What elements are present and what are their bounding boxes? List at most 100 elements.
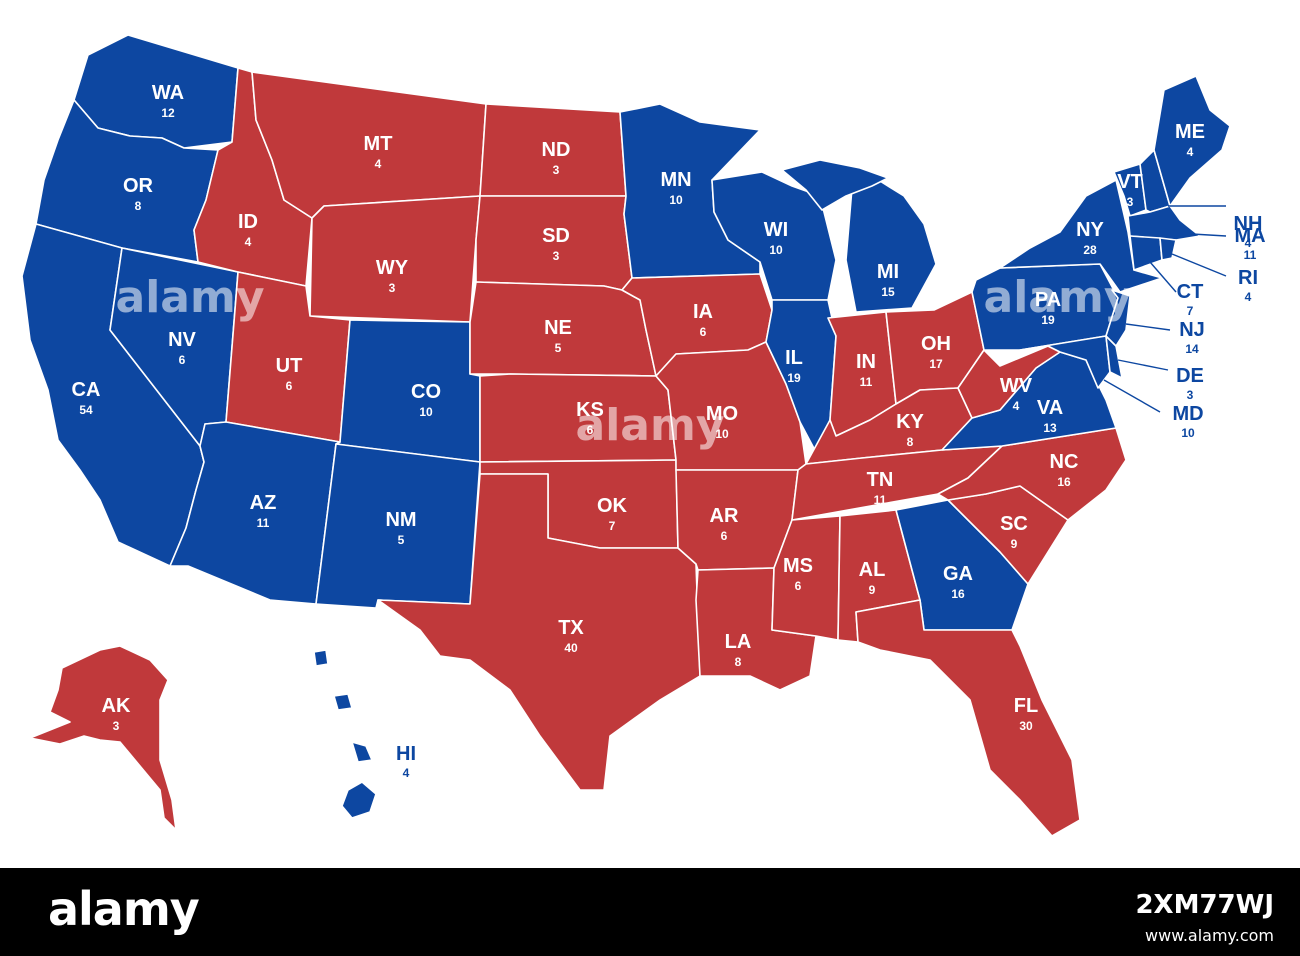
label-NJ-votes: 14 [1185,342,1199,356]
site-url[interactable]: www.alamy.com [1145,926,1274,945]
label-ND-abbr: ND [542,139,571,161]
label-ND-votes: 3 [553,163,560,177]
state-MI[interactable] [845,175,937,313]
label-HI-abbr: HI [396,743,416,765]
leader-RI [1171,253,1227,277]
state-HI-big[interactable] [341,781,377,819]
label-NY-votes: 28 [1083,243,1097,257]
state-FL[interactable] [855,599,1081,837]
label-IA-votes: 6 [700,325,707,339]
label-NJ-abbr: NJ [1179,319,1205,341]
label-AL-votes: 9 [869,583,876,597]
label-GA-votes: 16 [951,587,965,601]
label-DE-votes: 3 [1187,388,1194,402]
state-MI-UP[interactable] [781,159,889,211]
label-WY-votes: 3 [389,281,396,295]
state-HI-kauai[interactable] [313,649,329,667]
label-PA-abbr: PA [1035,289,1061,311]
label-SC-votes: 9 [1011,537,1018,551]
label-VT-abbr: VT [1117,171,1143,193]
label-IL-abbr: IL [785,347,803,369]
label-NC-abbr: NC [1050,451,1079,473]
label-RI-votes: 4 [1245,290,1252,304]
label-SC-abbr: SC [1000,513,1028,535]
label-WA-abbr: WA [152,82,184,104]
label-NV-abbr: NV [168,329,196,351]
label-KS-abbr: KS [576,399,604,421]
watermark-center: alamy [576,400,725,451]
label-AZ-abbr: AZ [250,492,277,514]
label-ID-abbr: ID [238,211,258,233]
state-HI-oahu[interactable] [333,693,353,711]
label-MO-votes: 10 [715,427,729,441]
state-VT[interactable] [1113,163,1147,217]
label-MN-abbr: MN [660,169,691,191]
label-WV-abbr: WV [1000,375,1033,397]
label-WI-abbr: WI [764,219,788,241]
image-id: 2XM77WJ [1135,890,1274,920]
label-LA-abbr: LA [725,631,752,653]
state-RI[interactable] [1159,237,1177,261]
leader-DE [1117,359,1169,371]
label-MS-votes: 6 [795,579,802,593]
label-WI-votes: 10 [769,243,783,257]
label-IN-votes: 11 [860,375,873,389]
label-HI-votes: 4 [403,766,410,780]
label-OH-votes: 17 [929,357,943,371]
label-VA-votes: 13 [1043,421,1057,435]
label-ID-votes: 4 [245,235,252,249]
us-electoral-map: WA 12 OR 8 CA 54 NV 6 ID 4 MT 4 WY 3 UT … [21,34,1266,837]
state-HI-maui[interactable] [351,741,373,763]
label-OR-votes: 8 [135,199,142,213]
label-UT-abbr: UT [276,355,303,377]
label-DE-abbr: DE [1176,365,1204,387]
label-UT-votes: 6 [286,379,293,393]
label-PA-votes: 19 [1041,313,1055,327]
label-MT-abbr: MT [364,133,393,155]
label-TN-abbr: TN [867,469,894,491]
label-FL-abbr: FL [1014,695,1038,717]
state-NJ[interactable] [1105,289,1131,347]
label-NH-votes: 4 [1245,236,1252,250]
label-AK-abbr: AK [102,695,131,717]
state-NY[interactable] [999,179,1163,293]
label-NH-abbr: NH [1234,213,1263,235]
label-AL-abbr: AL [859,559,886,581]
label-AK-votes: 3 [113,719,120,733]
label-CO-votes: 10 [419,405,433,419]
label-MT-votes: 4 [375,157,382,171]
label-KY-votes: 8 [907,435,914,449]
label-CO-abbr: CO [411,381,441,403]
label-ME-abbr: ME [1175,121,1205,143]
state-AK[interactable] [29,645,177,831]
label-CT-votes: 7 [1187,304,1194,318]
state-TX[interactable] [377,473,701,791]
watermark-right: alamy [984,272,1133,323]
label-NM-abbr: NM [385,509,416,531]
label-WV-votes: 4 [1013,399,1020,413]
leader-CT [1149,261,1177,293]
label-MI-votes: 15 [881,285,895,299]
label-OH-abbr: OH [921,333,951,355]
label-MS-abbr: MS [783,555,813,577]
brand-logo: alamy [48,882,200,936]
label-GA-abbr: GA [943,563,973,585]
label-SD-votes: 3 [553,249,560,263]
label-NV-votes: 6 [179,353,186,367]
label-OK-abbr: OK [597,495,628,517]
state-NC[interactable] [937,427,1127,521]
state-ME[interactable] [1153,75,1231,207]
label-VT-votes: 3 [1127,195,1134,209]
label-IL-votes: 19 [787,371,801,385]
leader-NJ [1125,323,1171,331]
label-FL-votes: 30 [1019,719,1033,733]
label-MA-abbr: MA [1234,225,1265,247]
state-CO[interactable] [335,319,481,463]
label-MI-abbr: MI [877,261,899,283]
state-CT[interactable] [1129,235,1163,271]
label-RI-abbr: RI [1238,267,1258,289]
leader-MA [1191,233,1227,237]
label-NY-abbr: NY [1076,219,1104,241]
label-AR-abbr: AR [710,505,739,527]
label-MD-votes: 10 [1181,426,1195,440]
